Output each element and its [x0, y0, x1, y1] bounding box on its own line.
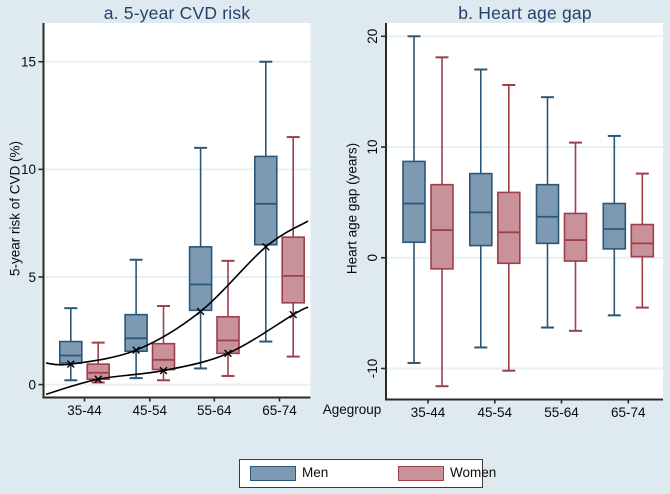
- mean-curve-women: [45, 306, 309, 396]
- mean-curve-men: [45, 220, 309, 369]
- iqr-box: [430, 183, 454, 270]
- box-men-65-74: [254, 60, 278, 343]
- box-men-65-74: [602, 134, 627, 317]
- iqr-box: [563, 212, 588, 262]
- iqr-box: [602, 202, 627, 250]
- x-marker: [224, 349, 232, 358]
- y-tick-label: 20: [365, 29, 380, 44]
- legend-swatch-women: [398, 466, 444, 481]
- iqr-box: [254, 155, 278, 246]
- iqr-box: [216, 315, 240, 355]
- x-tick-label: 55-64: [197, 403, 232, 418]
- y-tick-label: 10: [21, 162, 36, 177]
- x-tick-label: 45-54: [133, 403, 168, 418]
- box-women-45-54: [496, 84, 521, 372]
- x-axis-label: Agegroup: [322, 402, 382, 417]
- box-men-45-54: [124, 258, 148, 380]
- panel-b-y-axis-label: Heart age gap (years): [344, 142, 360, 275]
- box-men-35-44: [402, 35, 426, 364]
- iqr-box: [468, 172, 493, 247]
- legend-label-men: Men: [302, 465, 329, 480]
- x-marker: [289, 310, 298, 319]
- box-women-45-54: [151, 305, 176, 382]
- box-women-35-44: [430, 56, 454, 388]
- panel-b-title: b. Heart age gap: [458, 3, 592, 23]
- x-marker: [132, 346, 140, 355]
- y-tick-label: 5: [28, 270, 36, 285]
- panel-b: -10 0 10 20 35-44 45-54 55-64 65-74: [365, 23, 663, 420]
- iqr-box: [402, 160, 426, 244]
- x-tick-label: 35-44: [67, 403, 102, 418]
- iqr-box: [630, 223, 655, 258]
- x-tick-label: 65-74: [262, 403, 297, 418]
- legend: Men Women: [239, 459, 496, 488]
- panel-a-title: a. 5-year CVD risk: [103, 3, 251, 23]
- panel-a: 0 5 10 15 35-44 45-54 55-64 65-74: [21, 23, 311, 418]
- legend-swatch-men: [250, 466, 296, 481]
- panel-a-y-axis-label: 5-year risk of CVD (%): [7, 140, 23, 277]
- y-tick-label: 10: [365, 140, 380, 155]
- x-marker: [196, 307, 205, 316]
- box-women-65-74: [630, 172, 655, 309]
- iqr-box: [188, 246, 213, 312]
- x-marker: [159, 366, 168, 375]
- x-tick-label: 55-64: [544, 405, 579, 420]
- y-tick-label: 15: [21, 55, 36, 70]
- iqr-box: [86, 363, 110, 381]
- x-marker: [66, 360, 75, 369]
- y-tick-label: 0: [365, 254, 380, 262]
- y-tick-label: 0: [28, 377, 36, 392]
- x-tick-label: 65-74: [611, 405, 646, 420]
- x-tick-label: 45-54: [478, 405, 513, 420]
- box-men-55-64: [535, 96, 560, 329]
- iqr-box: [151, 342, 176, 371]
- x-marker: [261, 242, 270, 251]
- iqr-box: [535, 183, 560, 245]
- box-men-45-54: [468, 68, 493, 349]
- iqr-box: [496, 191, 521, 265]
- iqr-box: [58, 340, 83, 364]
- legend-label-women: Women: [450, 465, 497, 480]
- box-women-65-74: [281, 136, 306, 358]
- iqr-box: [281, 236, 306, 304]
- box-women-55-64: [563, 141, 588, 332]
- box-men-35-44: [58, 307, 83, 382]
- x-marker: [94, 375, 103, 384]
- iqr-box: [124, 313, 148, 353]
- box-men-55-64: [188, 146, 213, 370]
- x-tick-label: 35-44: [411, 405, 446, 420]
- y-tick-label: -10: [365, 359, 380, 379]
